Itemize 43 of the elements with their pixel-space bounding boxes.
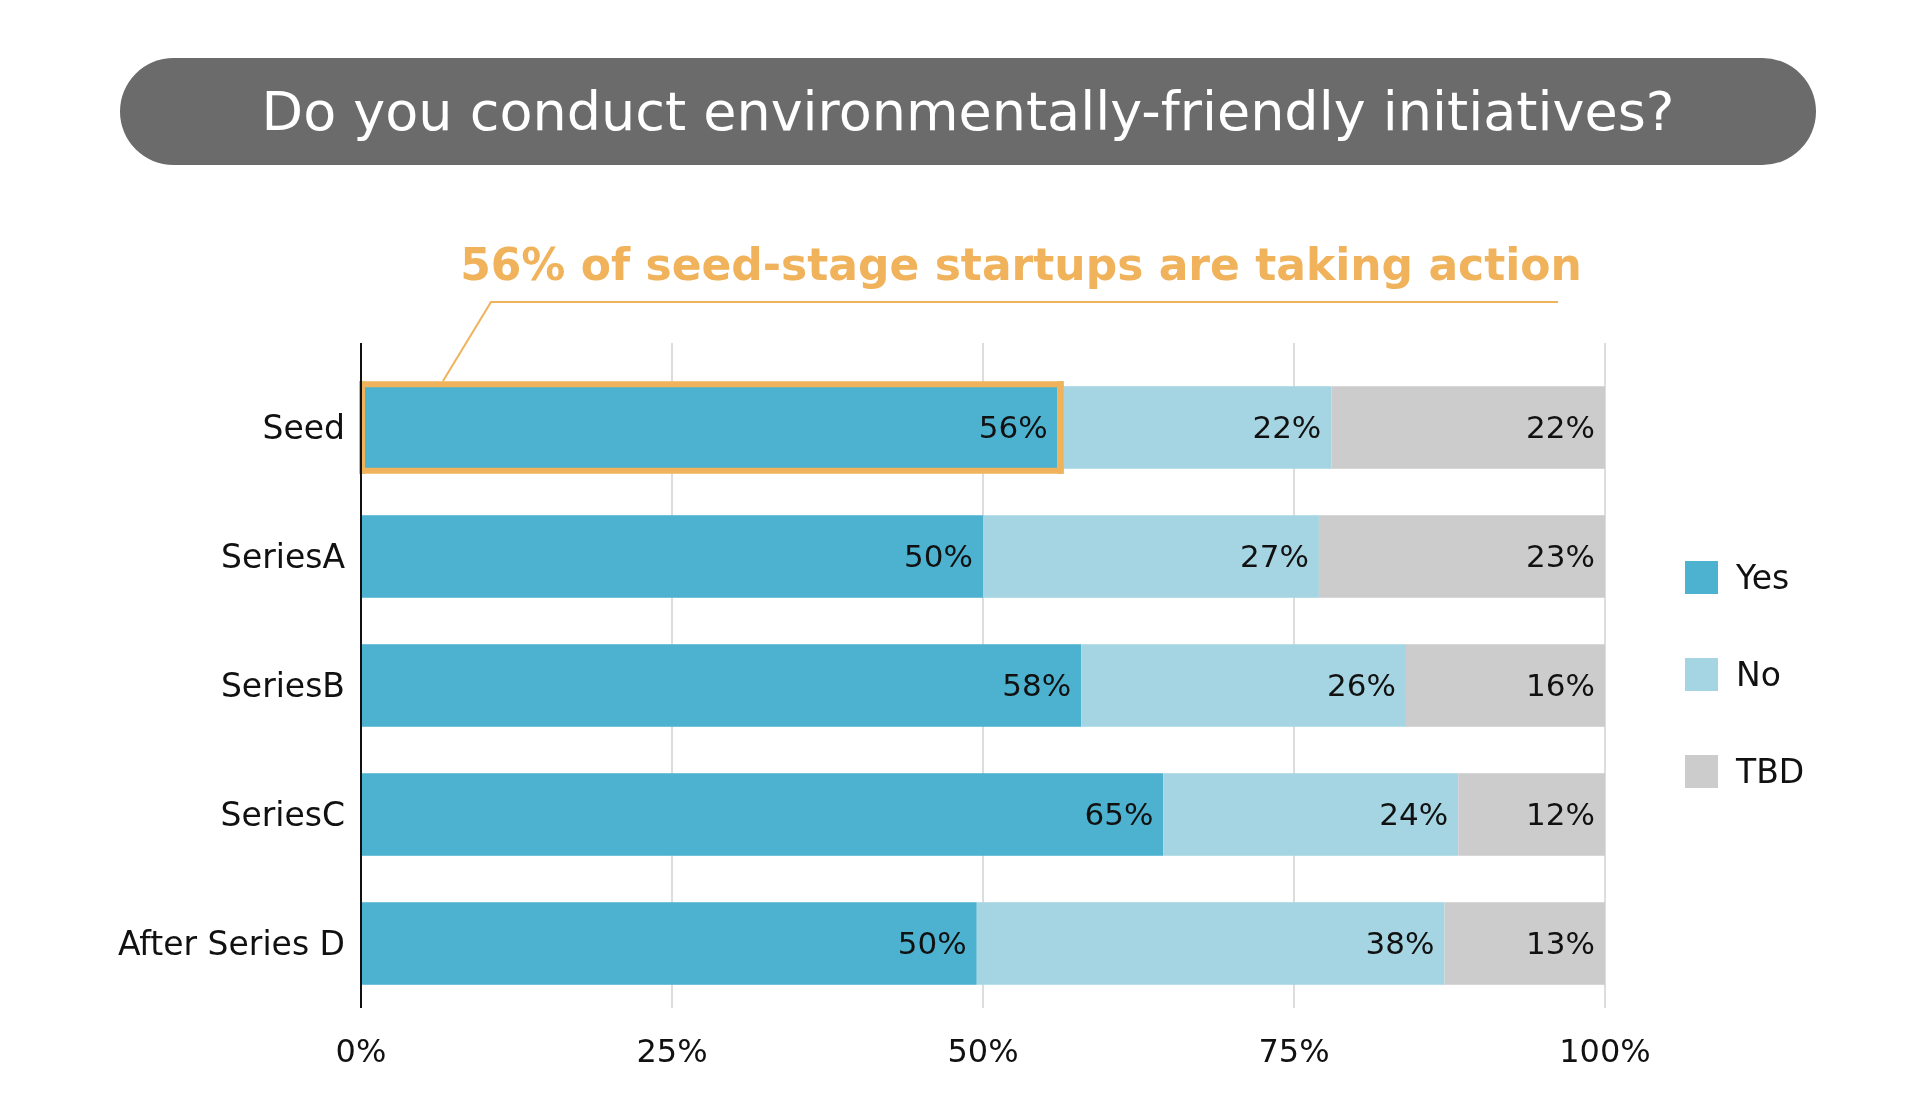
- data-label: 50%: [904, 538, 973, 575]
- bar: [1318, 515, 1605, 598]
- data-label: 27%: [1239, 538, 1309, 575]
- data-label: 65%: [1084, 796, 1154, 833]
- bar: [1163, 773, 1459, 856]
- data-label: 23%: [1526, 538, 1595, 575]
- data-label: 12%: [1526, 796, 1595, 833]
- x-tick-label: 50%: [947, 1032, 1019, 1071]
- y-tick-label: SeriesC: [220, 795, 345, 835]
- data-label: 22%: [1526, 409, 1595, 446]
- data-label: 24%: [1379, 796, 1449, 833]
- y-tick-label: SeriesA: [220, 537, 346, 577]
- x-tick-label: 25%: [636, 1032, 708, 1071]
- data-label: 26%: [1327, 667, 1396, 704]
- data-label: 22%: [1252, 409, 1322, 446]
- bar: [361, 773, 1164, 856]
- legend-label: Yes: [1735, 557, 1790, 597]
- legend-label: No: [1736, 654, 1781, 694]
- bar: [361, 902, 977, 985]
- bar: [1458, 773, 1605, 856]
- bar: [1444, 902, 1605, 985]
- bar: [983, 515, 1319, 598]
- text: 56% of seed-stage startups are taking action: [460, 239, 1582, 291]
- data-label: 16%: [1526, 667, 1595, 704]
- y-tick-label: Seed: [262, 408, 345, 448]
- bar: [1331, 386, 1605, 469]
- data-label: 56%: [978, 409, 1048, 446]
- data-label: 38%: [1365, 925, 1435, 962]
- bar: [361, 644, 1082, 727]
- chart-title: Do you conduct environmentally-friendly initiatives?: [261, 79, 1675, 143]
- x-tick-label: 0%: [335, 1032, 387, 1071]
- data-label: 13%: [1526, 925, 1595, 962]
- bar: [1081, 644, 1406, 727]
- data-label: 58%: [1002, 667, 1072, 704]
- bar: [361, 515, 983, 598]
- x-tick-label: 100%: [1559, 1032, 1651, 1071]
- data-label: 50%: [897, 925, 967, 962]
- legend-label: TBD: [1735, 751, 1805, 791]
- bar: [976, 902, 1445, 985]
- x-tick-label: 75%: [1258, 1032, 1330, 1071]
- bar: [1405, 644, 1605, 727]
- y-tick-label: After Series D: [117, 924, 345, 964]
- y-tick-label: SeriesB: [220, 666, 345, 706]
